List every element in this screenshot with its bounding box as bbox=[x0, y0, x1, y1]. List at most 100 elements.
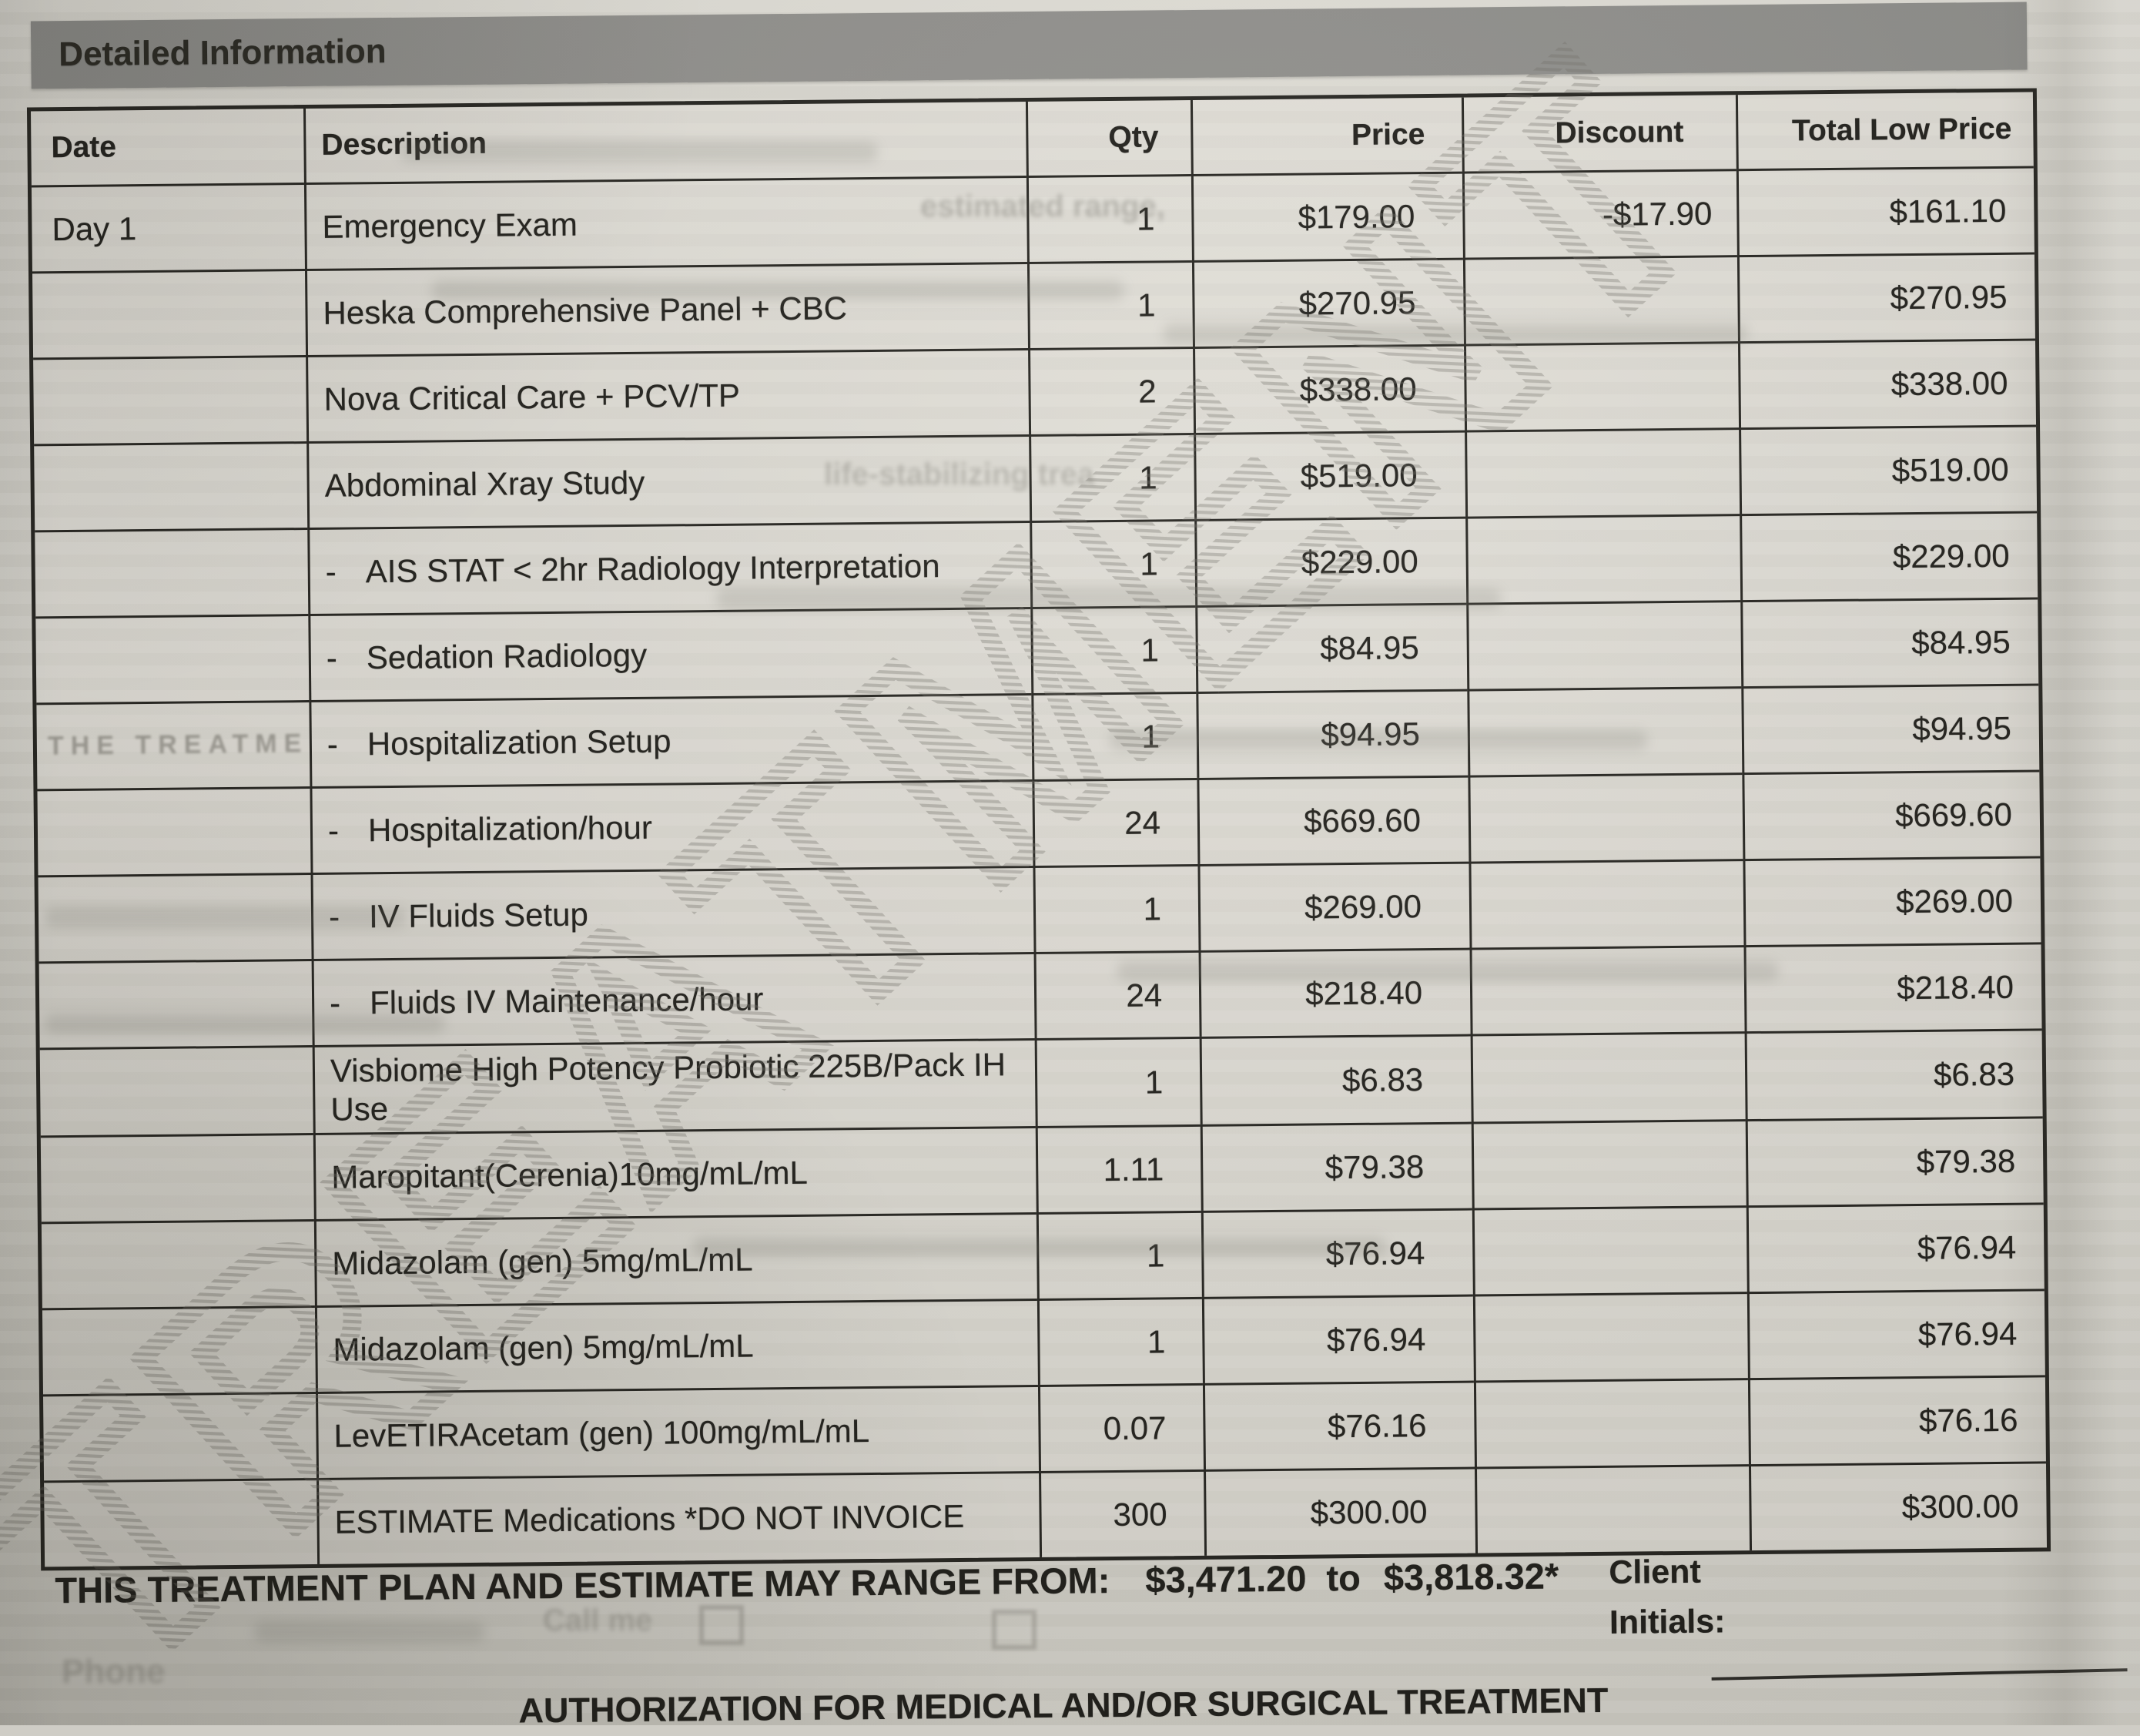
cell-total: $669.60 bbox=[1742, 769, 2041, 860]
qty-value: 1 bbox=[1143, 890, 1162, 927]
qty-value: 1 bbox=[1144, 1064, 1164, 1101]
cell-discount bbox=[1473, 1378, 1749, 1467]
description-value: LevETIRAcetam (gen) 100mg/mL/mL bbox=[333, 1412, 870, 1454]
client-word: Client bbox=[1609, 1553, 1701, 1591]
qty-value: 0.07 bbox=[1103, 1409, 1167, 1446]
cell-qty: 1 bbox=[1030, 518, 1196, 608]
cell-total: $229.00 bbox=[1740, 511, 2038, 601]
cell-discount bbox=[1462, 255, 1738, 344]
cell-qty: 1 bbox=[1026, 260, 1194, 349]
cell-total: $218.40 bbox=[1743, 942, 2042, 1032]
cell-discount: -$17.90 bbox=[1462, 169, 1737, 258]
sub-item-dash: - bbox=[327, 726, 339, 762]
total-low-price-value: $269.00 bbox=[1895, 882, 2014, 920]
cell-qty: 1 bbox=[1037, 1297, 1203, 1386]
cell-price: $218.40 bbox=[1198, 947, 1471, 1037]
price-value: $300.00 bbox=[1310, 1493, 1428, 1531]
cell-qty: 1 bbox=[1029, 432, 1195, 521]
cell-total: $84.95 bbox=[1740, 597, 2039, 687]
qty-value: 1.11 bbox=[1103, 1151, 1164, 1188]
cell-price: $229.00 bbox=[1194, 516, 1467, 605]
price-value: $94.95 bbox=[1321, 715, 1421, 753]
cell-date bbox=[38, 873, 312, 962]
total-low-price-value: $6.83 bbox=[1933, 1055, 2015, 1093]
description-value: Sedation Radiology bbox=[366, 636, 648, 676]
cell-total: $338.00 bbox=[1737, 338, 2037, 428]
cell-price: $270.95 bbox=[1191, 257, 1464, 347]
qty-value: 1 bbox=[1147, 1323, 1166, 1360]
cell-qty: 1 bbox=[1034, 1036, 1201, 1127]
col-header-discount: Discount bbox=[1461, 95, 1736, 172]
estimate-range-to: to bbox=[1326, 1557, 1361, 1599]
cell-total: $270.95 bbox=[1736, 252, 2035, 342]
qty-value: 1 bbox=[1140, 545, 1158, 582]
col-header-date: Date bbox=[51, 130, 117, 165]
qty-value: 1 bbox=[1146, 1237, 1165, 1274]
cell-discount bbox=[1469, 945, 1745, 1034]
cell-discount bbox=[1472, 1205, 1747, 1295]
cell-price: $79.38 bbox=[1200, 1121, 1472, 1212]
total-low-price-value: $218.40 bbox=[1896, 968, 2014, 1006]
description-value: IV Fluids Setup bbox=[368, 896, 589, 934]
qty-value: 1 bbox=[1137, 287, 1156, 323]
cell-price: $269.00 bbox=[1197, 861, 1470, 950]
qty-value: 1 bbox=[1140, 632, 1160, 669]
sub-item-dash: - bbox=[328, 898, 340, 935]
cell-description: Maropitant(Cerenia)10mg/mL/mL bbox=[313, 1126, 1037, 1220]
description-value: Hospitalization/hour bbox=[367, 809, 653, 849]
cell-description: Nova Critical Care + PCV/TP bbox=[306, 348, 1030, 442]
cell-date bbox=[42, 1392, 317, 1481]
cell-description: - Hospitalization Setup bbox=[309, 693, 1033, 787]
cell-discount bbox=[1471, 1119, 1746, 1208]
cell-discount bbox=[1474, 1464, 1750, 1553]
cell-date bbox=[42, 1305, 316, 1395]
cell-description: LevETIRAcetam (gen) 100mg/mL/mL bbox=[315, 1385, 1040, 1479]
cell-total: $519.00 bbox=[1739, 424, 2038, 514]
cell-price: $338.00 bbox=[1193, 344, 1465, 433]
cell-date bbox=[35, 528, 309, 617]
sub-item-dash: - bbox=[325, 553, 337, 590]
client-initials-line bbox=[1711, 1668, 2128, 1681]
total-low-price-value: $94.95 bbox=[1912, 709, 2012, 747]
qty-value: 2 bbox=[1137, 373, 1157, 410]
cell-date bbox=[33, 355, 307, 444]
cell-description: - Hospitalization/hour bbox=[310, 779, 1033, 873]
total-low-price-value: $76.94 bbox=[1917, 1228, 2017, 1266]
cell-date bbox=[41, 1219, 315, 1309]
total-low-price-value: $270.95 bbox=[1890, 278, 2008, 316]
description-value: Midazolam (gen) 5mg/mL/mL bbox=[332, 1241, 753, 1282]
total-low-price-value: $76.16 bbox=[1918, 1401, 2018, 1439]
cell-total: $76.94 bbox=[1746, 1289, 2045, 1379]
cell-total: $300.00 bbox=[1748, 1461, 2048, 1551]
cell-date bbox=[39, 958, 313, 1048]
cell-discount bbox=[1466, 600, 1742, 689]
cell-price: $179.00 bbox=[1191, 171, 1463, 260]
cell-date bbox=[32, 269, 306, 358]
cell-price: $94.95 bbox=[1196, 689, 1469, 778]
cell-description: - Fluids IV Maintenance/hour bbox=[311, 951, 1035, 1045]
client-initials-block: Client Initials: bbox=[1609, 1547, 1726, 1647]
price-value: $669.60 bbox=[1303, 801, 1422, 840]
qty-value: 300 bbox=[1113, 1496, 1167, 1533]
cell-price: $84.95 bbox=[1195, 602, 1468, 692]
cell-date: Day 1 bbox=[31, 183, 305, 272]
cell-total: $269.00 bbox=[1743, 856, 2041, 946]
estimate-range-low: $3,471.20 bbox=[1145, 1557, 1307, 1600]
cell-date bbox=[44, 1478, 318, 1567]
cell-description: Heska Comprehensive Panel + CBC bbox=[304, 262, 1029, 356]
total-low-price-value: $84.95 bbox=[1911, 623, 2011, 661]
cell-discount bbox=[1469, 859, 1744, 948]
total-low-price-value: $76.94 bbox=[1917, 1315, 2018, 1352]
price-value: $519.00 bbox=[1300, 456, 1418, 494]
cell-discount bbox=[1467, 686, 1743, 776]
total-low-price-value: $300.00 bbox=[1901, 1487, 2019, 1526]
qty-value: 24 bbox=[1126, 977, 1163, 1014]
cell-discount bbox=[1465, 514, 1741, 603]
total-low-price-value: $519.00 bbox=[1891, 451, 2009, 488]
cell-qty: 1 bbox=[1036, 1211, 1202, 1299]
col-header-description: Description bbox=[303, 102, 1026, 183]
cell-date bbox=[40, 1133, 314, 1222]
total-low-price-value: $161.10 bbox=[1889, 192, 2007, 230]
cell-price: $300.00 bbox=[1203, 1466, 1476, 1556]
